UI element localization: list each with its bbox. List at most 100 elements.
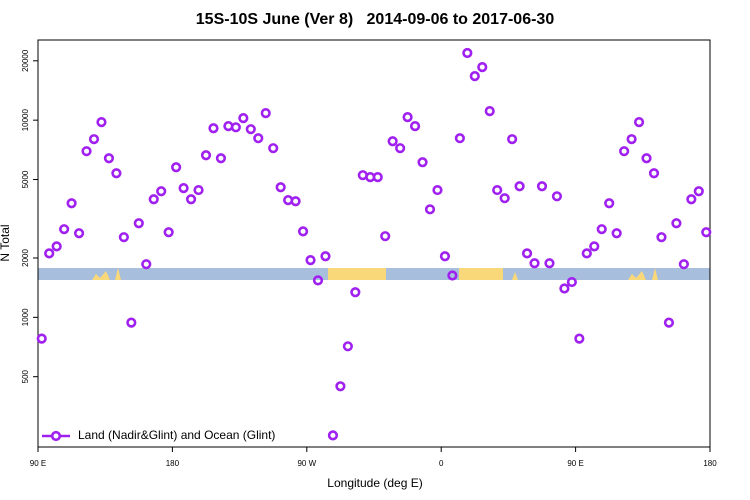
data-point — [536, 181, 548, 192]
data-point — [462, 47, 473, 59]
data-point — [215, 153, 227, 164]
legend-label: Land (Nadir&Glint) and Ocean (Glint) — [78, 428, 275, 442]
data-point — [484, 106, 495, 117]
data-point — [387, 136, 398, 147]
data-point — [596, 224, 607, 235]
data-point — [59, 224, 70, 235]
data-point — [648, 168, 660, 179]
data-point — [178, 183, 189, 194]
data-point — [350, 287, 361, 298]
y-tick-label: 20000 — [21, 49, 30, 72]
data-point — [678, 259, 689, 270]
data-point — [44, 248, 55, 259]
x-axis-label: Longitude (deg E) — [327, 476, 422, 490]
data-point — [454, 133, 465, 144]
data-point — [424, 204, 436, 215]
x-tick-label: 90 E — [567, 459, 583, 468]
data-point — [275, 182, 286, 193]
data-point — [327, 430, 339, 441]
y-tick-label: 2000 — [21, 249, 30, 267]
data-point — [380, 231, 391, 242]
data-point — [432, 184, 443, 196]
data-point — [103, 153, 115, 164]
data-point — [611, 228, 622, 239]
data-point — [81, 146, 92, 157]
data-point — [96, 117, 107, 128]
data-point — [312, 275, 324, 286]
data-point — [477, 62, 488, 73]
data-point — [372, 172, 383, 183]
data-point — [335, 381, 346, 392]
data-point — [529, 258, 540, 269]
data-point — [245, 124, 256, 135]
data-point — [507, 134, 518, 145]
y-axis-label: N Total — [0, 224, 12, 261]
x-tick-label: 90 W — [297, 459, 316, 468]
data-point — [409, 120, 421, 132]
data-point — [66, 198, 77, 209]
data-point — [417, 157, 428, 168]
data-point — [208, 123, 219, 134]
data-point — [253, 133, 264, 144]
data-point — [126, 317, 137, 328]
data-point — [626, 134, 637, 145]
data-point — [141, 259, 152, 270]
data-point — [693, 186, 704, 197]
data-point — [73, 228, 85, 239]
data-point — [402, 112, 413, 123]
data-point — [290, 196, 301, 207]
y-tick-label: 10000 — [21, 108, 30, 131]
data-point — [619, 146, 630, 157]
data-point — [499, 193, 510, 204]
data-point — [641, 153, 652, 164]
data-point — [36, 333, 47, 344]
data-point — [633, 117, 645, 128]
data-point — [133, 218, 144, 229]
x-tick-label: 0 — [439, 459, 444, 468]
data-point — [514, 181, 525, 192]
data-point — [305, 255, 316, 266]
data-point — [544, 258, 555, 269]
data-point — [193, 184, 204, 196]
land-patch — [92, 268, 658, 280]
data-point — [88, 134, 100, 145]
data-point — [469, 71, 480, 82]
land-patch — [459, 268, 503, 280]
legend-marker — [50, 430, 62, 442]
chart-title: 15S-10S June (Ver 8) 2014-09-06 to 2017-… — [196, 11, 555, 28]
data-point — [200, 150, 212, 161]
x-tick-label: 90 E — [30, 459, 46, 468]
plot-frame — [37, 39, 711, 448]
data-point — [581, 248, 592, 259]
data-point — [342, 341, 353, 352]
x-tick-label: 180 — [166, 459, 180, 468]
data-point — [118, 232, 129, 243]
data-point — [395, 143, 406, 154]
data-point — [297, 226, 309, 237]
data-point — [163, 227, 174, 238]
data-point — [551, 191, 563, 202]
data-point — [604, 198, 615, 209]
data-point — [701, 227, 712, 238]
data-point — [238, 113, 249, 124]
data-point — [260, 107, 271, 119]
data-point — [268, 143, 279, 154]
y-tick-label: 5000 — [21, 170, 30, 188]
data-point — [51, 241, 62, 252]
data-point — [589, 241, 600, 252]
y-tick-label: 500 — [21, 369, 30, 383]
data-point — [320, 251, 331, 262]
data-point — [656, 232, 667, 243]
data-point — [439, 251, 451, 262]
data-point — [566, 276, 577, 288]
data-point — [521, 248, 533, 259]
data-point — [671, 218, 682, 229]
land-ocean-band — [38, 268, 710, 280]
y-tick-label: 1000 — [21, 308, 30, 326]
data-point — [447, 270, 458, 281]
data-point — [559, 283, 570, 294]
data-point — [156, 186, 167, 197]
land-patch — [328, 268, 386, 280]
data-point — [230, 122, 241, 133]
